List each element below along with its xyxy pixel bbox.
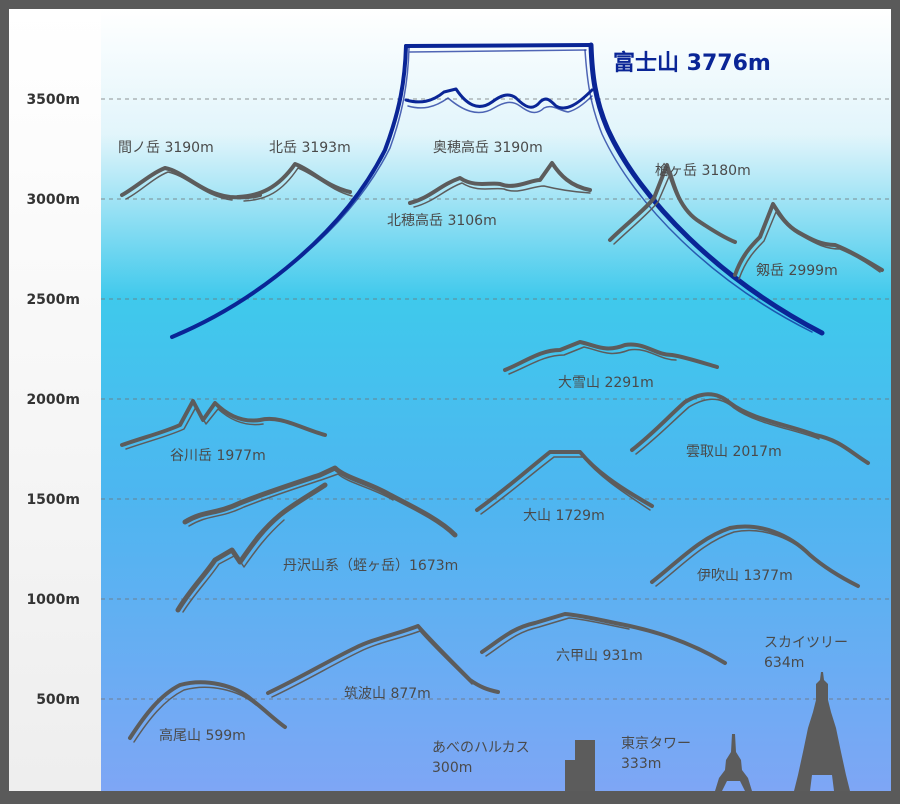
tick-label-1500: 1500m: [26, 492, 80, 508]
mountain-ibuki: [650, 524, 860, 588]
mountain-daisen: [475, 450, 654, 515]
tick-label-3000: 3000m: [26, 192, 80, 208]
label-tsukuba: 筑波山 877m: [344, 686, 431, 702]
sky-background: [101, 9, 891, 791]
label-skytree-name: スカイツリー: [764, 635, 848, 651]
tick-label-3500: 3500m: [26, 92, 80, 108]
tokyo-tower: [715, 734, 752, 791]
label-tanigawa: 谷川岳 1977m: [170, 448, 266, 464]
mountain-takao: [128, 680, 287, 743]
tick-label-2500: 2500m: [26, 292, 80, 308]
mountain-tsukuba: [266, 624, 500, 698]
abeno-harukas-building: [565, 740, 595, 791]
label-daisen: 大山 1729m: [523, 508, 605, 524]
label-tsurugi: 剱岳 2999m: [756, 263, 838, 279]
label-daisetsu: 大雪山 2291m: [558, 375, 654, 391]
tower-icon: [794, 672, 850, 791]
tokyo-skytree: [794, 672, 850, 791]
mountain-kitadake: [236, 162, 353, 202]
tower-icon: [715, 734, 752, 791]
label-skytree-height: 634m: [764, 655, 804, 671]
label-abeno-harukas-height: 300m: [432, 760, 472, 776]
label-kumotori: 雲取山 2017m: [686, 444, 782, 460]
label-tokyo-tower-height: 333m: [621, 756, 661, 772]
axis-panel: [9, 9, 101, 791]
label-kitadake: 北岳 3193m: [269, 140, 351, 156]
mountain-fuji: [170, 42, 825, 339]
labels: 富士山 3776m 間ノ岳 3190m 北岳 3193m 奥穂高岳 3190m …: [118, 50, 848, 776]
label-takao: 高尾山 599m: [159, 727, 246, 744]
label-abeno-harukas-name: あべのハルカス: [432, 740, 530, 756]
mountain-tanzawa: [175, 465, 458, 613]
mountain-daisetsu: [503, 340, 719, 375]
label-tanzawa: 丹沢山系（蛭ヶ岳）1673m: [283, 558, 458, 574]
label-yarigatake: 槍ヶ岳 3180m: [655, 163, 751, 179]
label-rokko: 六甲山 931m: [556, 648, 643, 664]
label-ibuki: 伊吹山 1377m: [697, 568, 793, 584]
label-kitahotaka: 北穂高岳 3106m: [387, 212, 497, 229]
label-okuhotaka: 奥穂高岳 3190m: [433, 139, 543, 156]
label-ainodake: 間ノ岳 3190m: [118, 140, 214, 156]
tick-label-500: 500m: [36, 692, 80, 708]
gridlines: [101, 98, 891, 700]
label-fuji: 富士山 3776m: [613, 50, 771, 76]
y-axis: 3500m 3000m 2500m 2000m 1500m 1000m 500m: [26, 92, 80, 708]
mountain-tanigawa: [120, 399, 327, 450]
mountain-kumotori: [630, 392, 870, 465]
mountain-rokko: [480, 612, 727, 665]
tick-label-2000: 2000m: [26, 392, 80, 408]
mountain-okuhotaka: [408, 161, 592, 208]
label-tokyo-tower-name: 東京タワー: [621, 736, 691, 752]
tick-label-1000: 1000m: [26, 592, 80, 608]
mountain-tsurugi: [733, 202, 884, 280]
mountain-yarigatake: [608, 163, 737, 245]
